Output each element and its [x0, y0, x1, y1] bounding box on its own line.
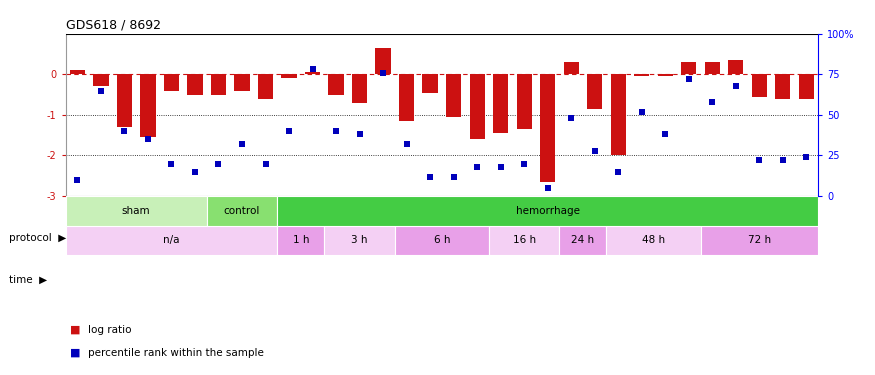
Bar: [352, 74, 367, 103]
Text: protocol  ▶: protocol ▶: [9, 233, 66, 243]
Point: [164, 160, 178, 166]
Point: [141, 136, 155, 142]
Bar: [587, 74, 602, 109]
Bar: [704, 62, 720, 74]
Bar: [559, 225, 606, 255]
Point: [564, 115, 578, 121]
Bar: [516, 74, 532, 129]
Bar: [611, 74, 626, 155]
Bar: [681, 62, 696, 74]
Point: [612, 169, 626, 175]
Text: control: control: [224, 206, 260, 216]
Bar: [66, 225, 277, 255]
Point: [353, 131, 367, 137]
Point: [70, 177, 84, 183]
Point: [588, 148, 602, 154]
Bar: [752, 74, 767, 97]
Point: [493, 164, 507, 170]
Bar: [116, 74, 132, 127]
Bar: [70, 70, 85, 74]
Bar: [94, 74, 108, 87]
Bar: [282, 74, 297, 78]
Bar: [701, 225, 818, 255]
Point: [800, 154, 814, 160]
Bar: [325, 225, 395, 255]
Bar: [140, 74, 156, 137]
Text: 24 h: 24 h: [571, 235, 594, 245]
Text: 72 h: 72 h: [748, 235, 771, 245]
Point: [729, 82, 743, 88]
Point: [117, 128, 131, 134]
Point: [235, 141, 249, 147]
Bar: [258, 74, 273, 99]
Point: [305, 66, 319, 72]
Text: 6 h: 6 h: [434, 235, 450, 245]
Point: [517, 160, 531, 166]
Point: [541, 185, 555, 191]
Bar: [375, 48, 391, 74]
Text: 16 h: 16 h: [513, 235, 536, 245]
Text: n/a: n/a: [164, 235, 179, 245]
Point: [658, 131, 672, 137]
Bar: [606, 225, 701, 255]
Bar: [399, 74, 414, 121]
Bar: [164, 74, 179, 90]
Point: [94, 87, 108, 93]
Bar: [446, 74, 461, 117]
Point: [329, 128, 343, 134]
Text: 1 h: 1 h: [292, 235, 309, 245]
Text: ■: ■: [70, 325, 80, 335]
Bar: [66, 196, 206, 225]
Point: [188, 169, 202, 175]
Bar: [540, 74, 556, 182]
Point: [258, 160, 272, 166]
Point: [212, 160, 226, 166]
Bar: [489, 225, 559, 255]
Bar: [304, 72, 320, 74]
Text: 3 h: 3 h: [352, 235, 367, 245]
Bar: [423, 74, 438, 93]
Bar: [634, 74, 649, 76]
Point: [376, 70, 390, 76]
Point: [282, 128, 296, 134]
Point: [682, 76, 696, 82]
Bar: [277, 225, 325, 255]
Bar: [658, 74, 673, 76]
Bar: [470, 74, 485, 139]
Bar: [728, 60, 744, 74]
Text: GDS618 / 8692: GDS618 / 8692: [66, 18, 161, 31]
Text: sham: sham: [122, 206, 150, 216]
Bar: [206, 196, 277, 225]
Point: [705, 99, 719, 105]
Text: percentile rank within the sample: percentile rank within the sample: [88, 348, 263, 357]
Text: hemorrhage: hemorrhage: [515, 206, 580, 216]
Point: [752, 157, 766, 163]
Bar: [564, 62, 579, 74]
Bar: [799, 74, 814, 99]
Bar: [775, 74, 790, 99]
Point: [400, 141, 414, 147]
Text: ■: ■: [70, 348, 80, 357]
Point: [470, 164, 484, 170]
Bar: [493, 74, 508, 133]
Bar: [395, 225, 489, 255]
Text: 48 h: 48 h: [642, 235, 665, 245]
Bar: [211, 74, 226, 94]
Bar: [277, 196, 818, 225]
Point: [634, 109, 648, 115]
Bar: [234, 74, 249, 90]
Point: [446, 174, 460, 180]
Point: [776, 157, 790, 163]
Text: time  ▶: time ▶: [9, 274, 47, 284]
Bar: [187, 74, 203, 94]
Point: [424, 174, 438, 180]
Bar: [328, 74, 344, 94]
Text: log ratio: log ratio: [88, 325, 131, 335]
